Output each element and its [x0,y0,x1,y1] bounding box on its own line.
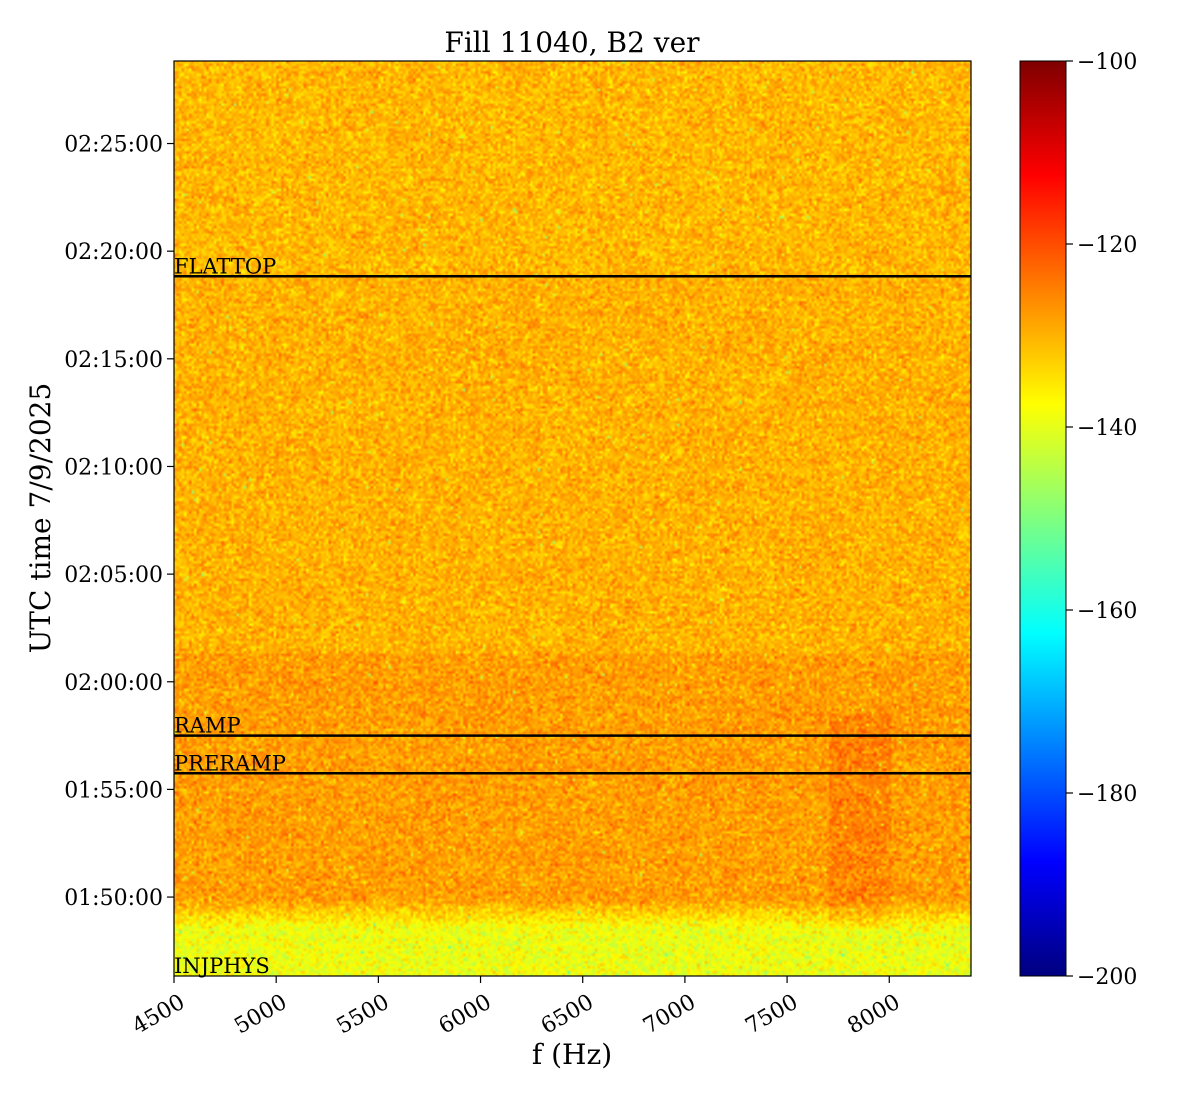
colorbar-tick-label: −160 [1077,599,1137,624]
colorbar-tick-label: −120 [1077,233,1137,258]
colorbar-axis: −100 −120 −140 −160 −180 −200 [1066,50,1137,990]
event-markers: FLATTOP RAMP PRERAMP INJPHYS [174,254,971,978]
colorbar-tick-label: −200 [1077,965,1137,990]
chart-title: Fill 11040, B2 ver [444,26,700,59]
heatmap [174,61,971,976]
heatmap-image [174,61,971,976]
event-label-flattop: FLATTOP [174,254,276,278]
y-tick-label: 02:20:00 [64,240,163,265]
colorbar-tick-label: −140 [1077,416,1137,441]
colorbar-tick-label: −100 [1077,50,1137,75]
y-tick-label: 02:25:00 [64,133,163,158]
event-label-injphys: INJPHYS [174,954,270,978]
y-tick-label: 02:00:00 [64,671,163,696]
y-tick-label: 01:55:00 [64,778,163,803]
y-tick-label: 01:50:00 [64,886,163,911]
event-label-preramp: PRERAMP [174,751,286,775]
colorbar-tick-label: −180 [1077,782,1137,807]
event-label-ramp: RAMP [174,714,241,738]
y-tick-label: 02:05:00 [64,563,163,588]
x-tick-label: 7000 [639,990,700,1040]
x-tick-label: 4500 [128,990,189,1040]
x-axis: 4500 5000 5500 6000 6500 7000 7500 8000 [128,976,905,1040]
y-tick-label: 02:10:00 [64,455,163,480]
x-tick-label: 8000 [844,990,905,1040]
x-tick-label: 5000 [230,990,291,1040]
x-tick-label: 7500 [741,990,802,1040]
x-axis-label: f (Hz) [532,1038,612,1071]
y-tick-label: 02:15:00 [64,348,163,373]
x-tick-label: 6000 [435,990,496,1040]
y-axis: 01:50:00 01:55:00 02:00:00 02:05:00 02:10:00… [64,133,174,911]
x-tick-label: 6500 [537,990,598,1040]
x-tick-label: 5500 [333,990,394,1040]
colorbar [1019,60,1067,977]
y-axis-label: UTC time 7/9/2025 [24,383,57,654]
plot-frame [173,60,972,977]
